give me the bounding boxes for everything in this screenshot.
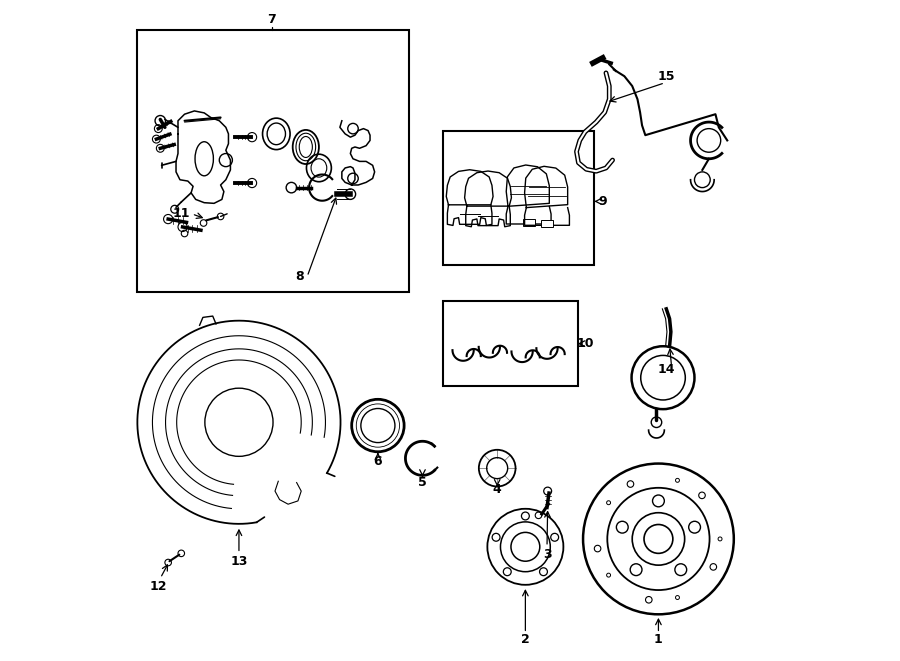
Text: 11: 11 xyxy=(173,208,190,220)
Text: 9: 9 xyxy=(598,195,607,208)
Polygon shape xyxy=(446,170,493,205)
Text: 10: 10 xyxy=(576,337,594,350)
Text: 7: 7 xyxy=(267,13,276,26)
Text: 1: 1 xyxy=(654,633,662,646)
Text: 2: 2 xyxy=(521,633,530,646)
Text: 14: 14 xyxy=(658,364,675,376)
Text: 5: 5 xyxy=(418,476,427,489)
Bar xyxy=(541,220,553,227)
Polygon shape xyxy=(525,167,568,208)
Polygon shape xyxy=(506,206,551,224)
Bar xyxy=(444,131,594,265)
Text: 8: 8 xyxy=(295,270,303,284)
Bar xyxy=(137,30,409,292)
Text: 13: 13 xyxy=(230,555,248,568)
Bar xyxy=(444,301,578,386)
Polygon shape xyxy=(525,208,570,225)
Text: 12: 12 xyxy=(149,580,167,593)
Polygon shape xyxy=(464,171,511,206)
Text: 3: 3 xyxy=(543,548,552,561)
Polygon shape xyxy=(506,165,549,206)
Text: 6: 6 xyxy=(374,455,382,468)
Bar xyxy=(523,219,535,226)
Text: 4: 4 xyxy=(493,483,501,496)
Text: 15: 15 xyxy=(658,69,675,83)
Polygon shape xyxy=(465,206,510,227)
Polygon shape xyxy=(447,205,492,225)
